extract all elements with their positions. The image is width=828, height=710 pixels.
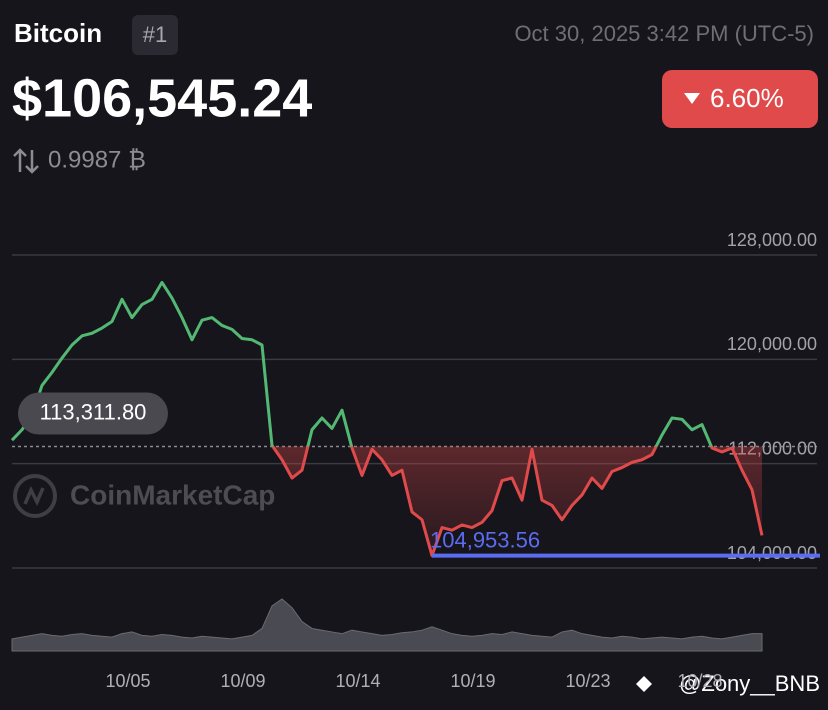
x-tick-label: 10/05 <box>105 671 150 691</box>
x-tick-label: 10/28 <box>677 671 722 691</box>
coin-name: Bitcoin <box>14 18 102 48</box>
credit: @Zony__BNB <box>679 671 820 696</box>
min-label: 104,953.56 <box>430 527 540 552</box>
y-tick-label: 104,000.00 <box>727 543 817 563</box>
x-tick-label: 10/19 <box>450 671 495 691</box>
reference-bubble <box>18 392 168 435</box>
rank-badge <box>132 15 178 55</box>
timestamp: Oct 30, 2025 3:42 PM (UTC-5) <box>514 21 814 46</box>
watermark: CoinMarketCap <box>70 479 275 510</box>
swap-icon <box>13 148 39 174</box>
y-tick-label: 128,000.00 <box>727 230 817 250</box>
down-triangle <box>684 93 700 104</box>
reference-label: 113,311.80 <box>40 399 147 424</box>
y-tick-label: 120,000.00 <box>727 334 817 354</box>
change: 6.60% <box>710 83 784 113</box>
volume-area <box>11 598 763 652</box>
rank: #1 <box>143 22 167 47</box>
x-tick-label: 10/23 <box>565 671 610 691</box>
price: $106,545.24 <box>12 68 312 128</box>
watermark-logo <box>13 474 57 518</box>
change-badge <box>662 70 818 128</box>
price-line <box>10 280 764 558</box>
price-area <box>12 282 762 556</box>
x-tick-label: 10/09 <box>220 671 265 691</box>
x-tick-label: 10/14 <box>335 671 380 691</box>
credit-icon <box>636 676 652 692</box>
btc-value: 0.9987 ₿ <box>48 146 146 173</box>
